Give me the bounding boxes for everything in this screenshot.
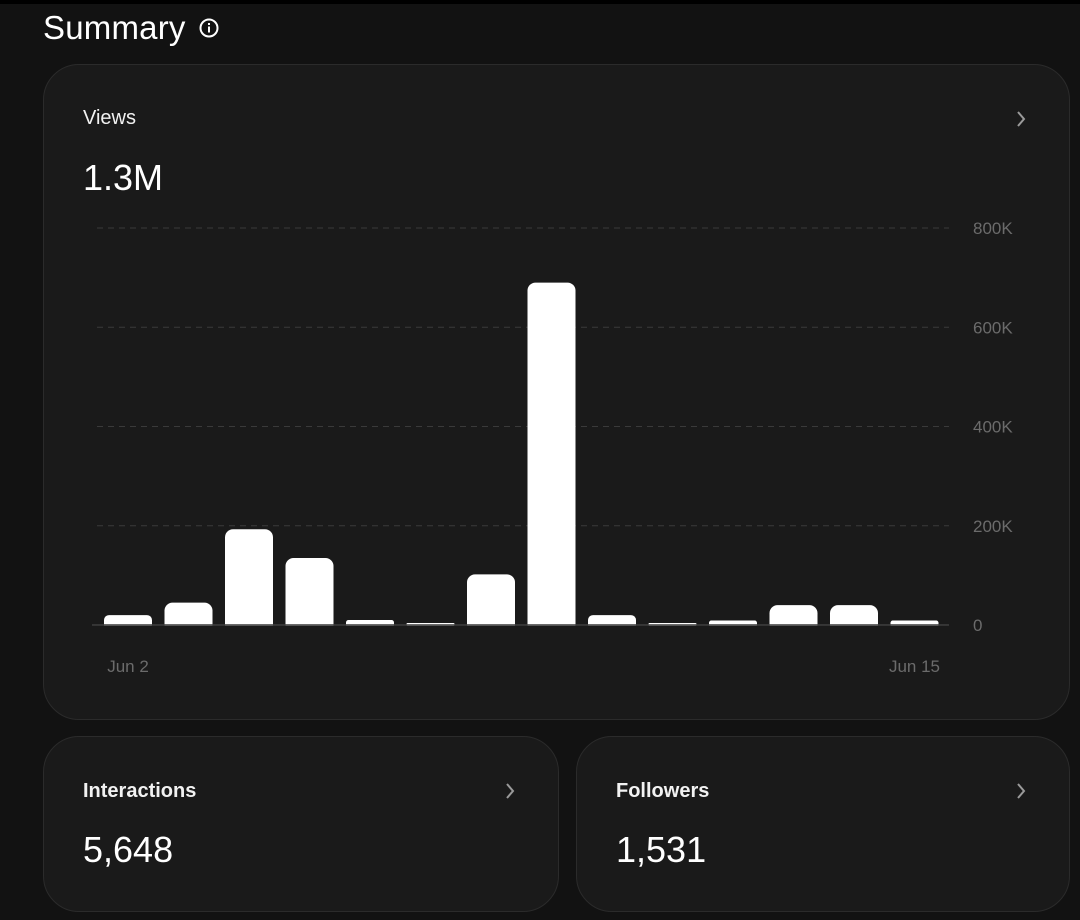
x-tick-label: Jun 2: [107, 657, 149, 676]
page-title: Summary: [43, 9, 186, 46]
bar-jun-9: [527, 282, 576, 633]
chevron-right-icon[interactable]: [1013, 781, 1029, 801]
followers-card[interactable]: Followers 1,531: [576, 736, 1070, 912]
header: Summary: [43, 8, 220, 48]
y-tick-label: 800K: [973, 219, 1013, 238]
y-tick-label: 600K: [973, 318, 1013, 337]
interactions-label: Interactions: [83, 780, 197, 802]
top-edge: [0, 0, 1080, 4]
bar-jun-5: [285, 558, 334, 633]
chevron-right-icon[interactable]: [502, 781, 518, 801]
views-label: Views: [83, 107, 136, 129]
interactions-card[interactable]: Interactions 5,648: [43, 736, 559, 912]
followers-value: 1,531: [616, 829, 707, 870]
views-bar-chart: 0 200K 400K 600K 800K Jun 2 Jun 15: [87, 219, 1013, 676]
y-tick-label: 400K: [973, 418, 1013, 437]
interactions-value: 5,648: [83, 829, 174, 870]
bar-base-mask: [87, 625, 959, 636]
followers-label: Followers: [616, 780, 710, 802]
y-tick-label: 0: [973, 616, 982, 635]
bar-jun-8: [467, 574, 515, 633]
views-card[interactable]: Views 1.3M 0 200K 400K 600K 800K Jun 2 Jun 15: [43, 64, 1070, 720]
info-icon[interactable]: [198, 17, 220, 39]
x-tick-label: Jun 15: [889, 657, 940, 676]
views-value: 1.3M: [83, 157, 164, 198]
y-tick-label: 200K: [973, 517, 1013, 536]
chevron-right-icon[interactable]: [1013, 109, 1029, 129]
bar-jun-4: [225, 529, 273, 633]
